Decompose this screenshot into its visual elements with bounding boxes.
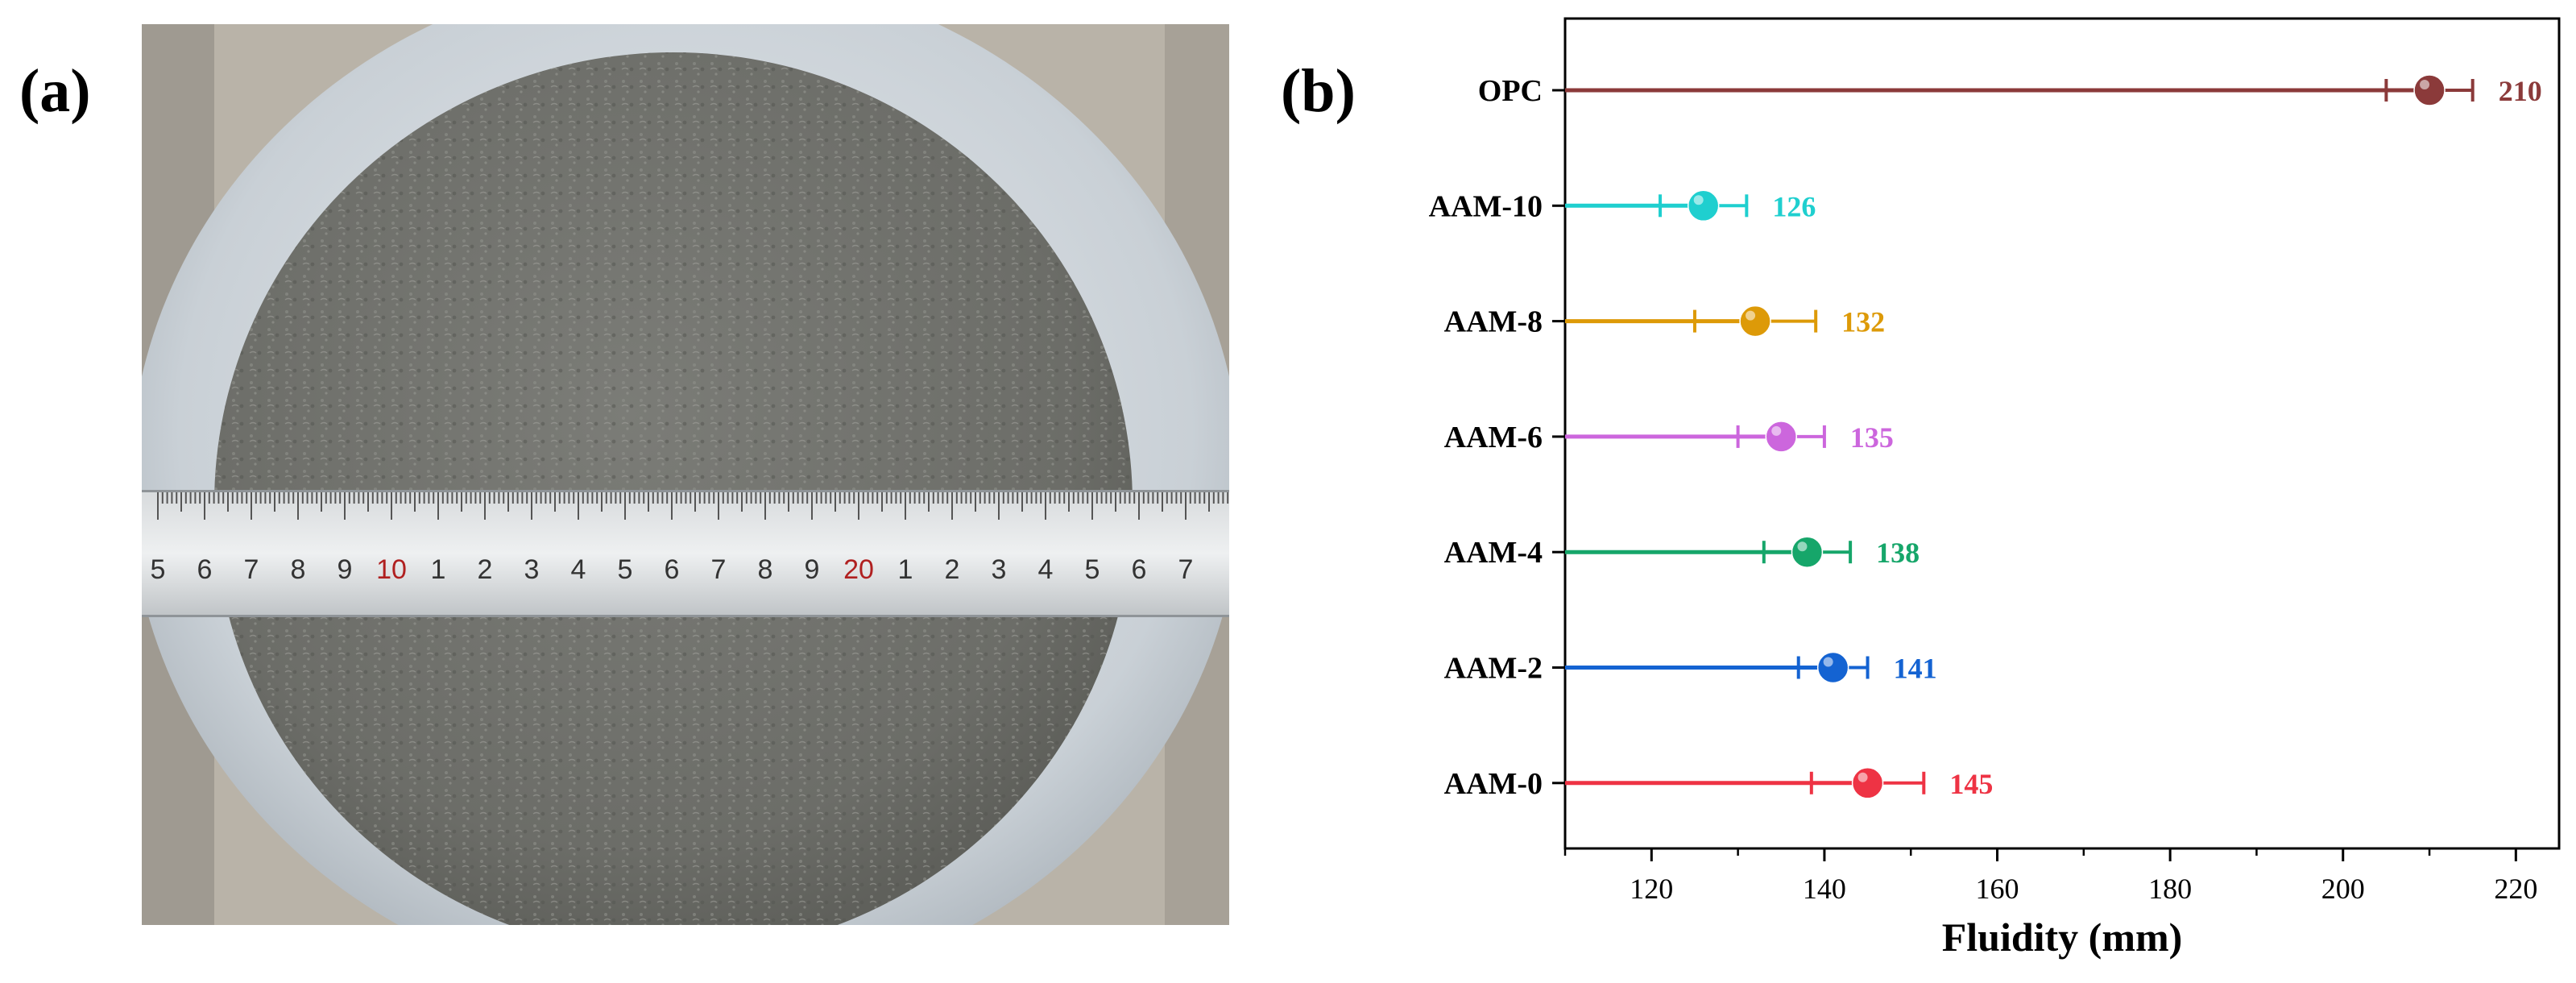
series-aam-6: 135 AAM-6 (1444, 421, 1894, 454)
ruler-number: 5 (618, 554, 633, 585)
ruler-number: 5 (151, 554, 166, 585)
ruler-number: 9 (338, 554, 353, 585)
data-point (1816, 651, 1849, 684)
ruler-number: 1 (431, 554, 446, 585)
x-tick-label: 140 (1803, 873, 1846, 905)
ruler-number: 2 (478, 554, 493, 585)
x-tick-label: 120 (1630, 873, 1673, 905)
data-point (1851, 767, 1884, 799)
value-label: 210 (2499, 75, 2542, 107)
fluidity-photo: 5 6 7 8 9 10 1 2 3 4 5 6 7 8 9 20 1 2 3 4 5 6 7 (142, 24, 1229, 925)
ruler-number: 8 (758, 554, 773, 585)
series-opc: 210 OPC (1478, 74, 2542, 108)
ruler-number: 3 (524, 554, 540, 585)
ruler-number: 4 (571, 554, 586, 585)
value-label: 141 (1894, 653, 1937, 685)
data-point (2413, 74, 2446, 106)
value-label: 135 (1850, 421, 1894, 454)
value-label: 132 (1841, 306, 1885, 338)
ruler-number: 8 (291, 554, 306, 585)
ruler-number: 3 (992, 554, 1007, 585)
ruler: 5 6 7 8 9 10 1 2 3 4 5 6 7 8 9 20 1 2 3 4 5 6 7 (142, 490, 1229, 617)
ruler-number: 10 (376, 554, 407, 585)
ruler-number: 5 (1085, 554, 1100, 585)
point-highlight (1823, 657, 1833, 667)
category-label: OPC (1478, 74, 1543, 108)
data-point (1765, 421, 1798, 453)
value-label: 145 (1949, 768, 1993, 800)
x-tick-label: 180 (2148, 873, 2192, 905)
ruler-number: 2 (945, 554, 960, 585)
ruler-number: 1 (898, 554, 913, 585)
plot-frame (1563, 17, 2561, 850)
ruler-number: 20 (843, 554, 874, 585)
ruler-number: 9 (805, 554, 820, 585)
category-label: AAM-2 (1444, 652, 1543, 686)
point-highlight (2420, 80, 2430, 89)
ruler-number: 6 (1132, 554, 1147, 585)
series-aam-8: 132 AAM-8 (1444, 305, 1886, 339)
panel-a-label: (a) (19, 57, 91, 125)
x-tick-label: 200 (2321, 873, 2365, 905)
ruler-number: 7 (1178, 554, 1194, 585)
category-label: AAM-6 (1444, 421, 1543, 454)
data-point (1739, 305, 1771, 338)
value-label: 138 (1876, 537, 1920, 569)
series-aam-0: 145 AAM-0 (1444, 767, 1994, 801)
point-highlight (1746, 310, 1756, 321)
ruler-number: 7 (711, 554, 727, 585)
data-point (1791, 536, 1824, 568)
category-label: AAM-0 (1444, 767, 1543, 801)
point-highlight (1857, 772, 1868, 782)
category-label: AAM-10 (1429, 189, 1543, 223)
ruler-number: 4 (1038, 554, 1054, 585)
x-tick-label: 160 (1976, 873, 2019, 905)
point-highlight (1771, 425, 1782, 436)
panel-b-label: (b) (1281, 57, 1356, 125)
category-label: AAM-8 (1444, 305, 1543, 339)
point-highlight (1797, 541, 1808, 552)
series-aam-2: 141 AAM-2 (1444, 652, 1937, 686)
ruler-number: 6 (197, 554, 213, 585)
data-point (1687, 189, 1720, 222)
x-axis-title: Fluidity (mm) (1942, 915, 2183, 960)
category-label: AAM-4 (1444, 536, 1543, 570)
point-highlight (1693, 195, 1704, 205)
ruler-number: 6 (665, 554, 680, 585)
value-label: 126 (1772, 190, 1816, 222)
ruler-number: 7 (244, 554, 259, 585)
fluidity-chart: 210 OPC 126 AAM-10 132 AAM-8 135 AAM-6 138 AAM-4 1… (1369, 16, 2576, 983)
series-aam-10: 126 AAM-10 (1429, 189, 1816, 223)
x-tick-label: 220 (2494, 873, 2537, 905)
series-aam-4: 138 AAM-4 (1444, 536, 1920, 570)
